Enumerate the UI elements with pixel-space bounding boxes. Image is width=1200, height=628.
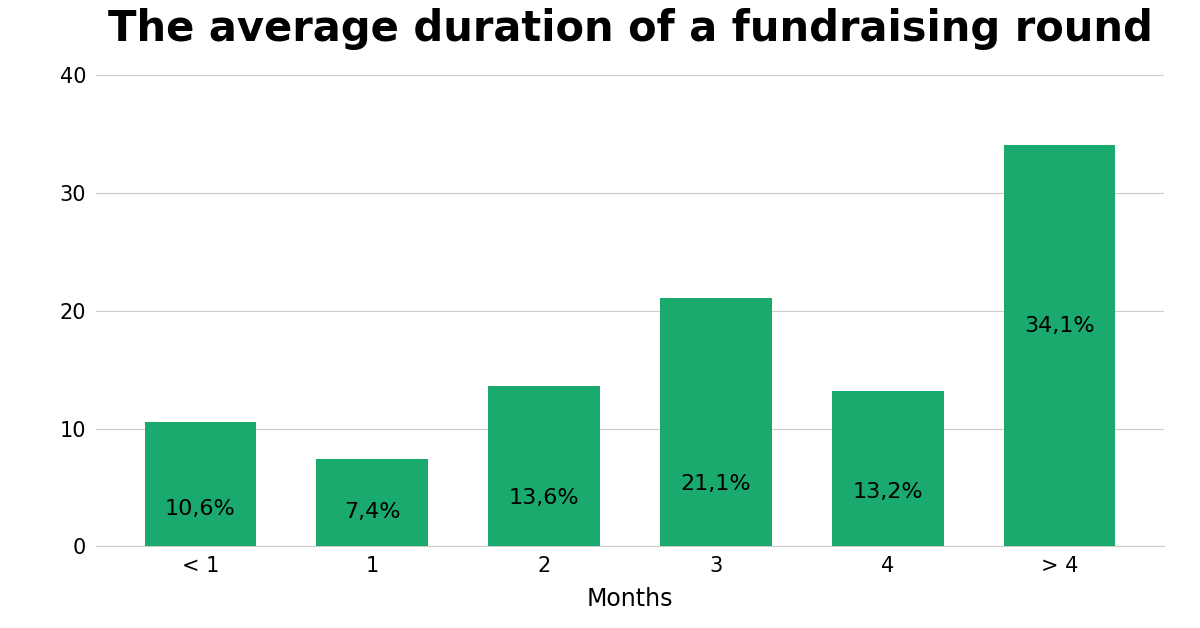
Text: 7,4%: 7,4% <box>344 502 401 521</box>
Bar <box>832 391 943 546</box>
Bar <box>488 386 600 546</box>
Title: The average duration of a fundraising round: The average duration of a fundraising ro… <box>108 8 1152 50</box>
Bar <box>660 298 772 546</box>
Bar <box>317 459 428 546</box>
Text: 13,2%: 13,2% <box>852 482 923 502</box>
Text: 13,6%: 13,6% <box>509 489 580 508</box>
Text: 21,1%: 21,1% <box>680 474 751 494</box>
Bar <box>144 421 257 546</box>
Text: 10,6%: 10,6% <box>166 499 235 519</box>
Bar <box>1003 145 1116 546</box>
X-axis label: Months: Months <box>587 587 673 611</box>
Text: 34,1%: 34,1% <box>1025 315 1094 335</box>
